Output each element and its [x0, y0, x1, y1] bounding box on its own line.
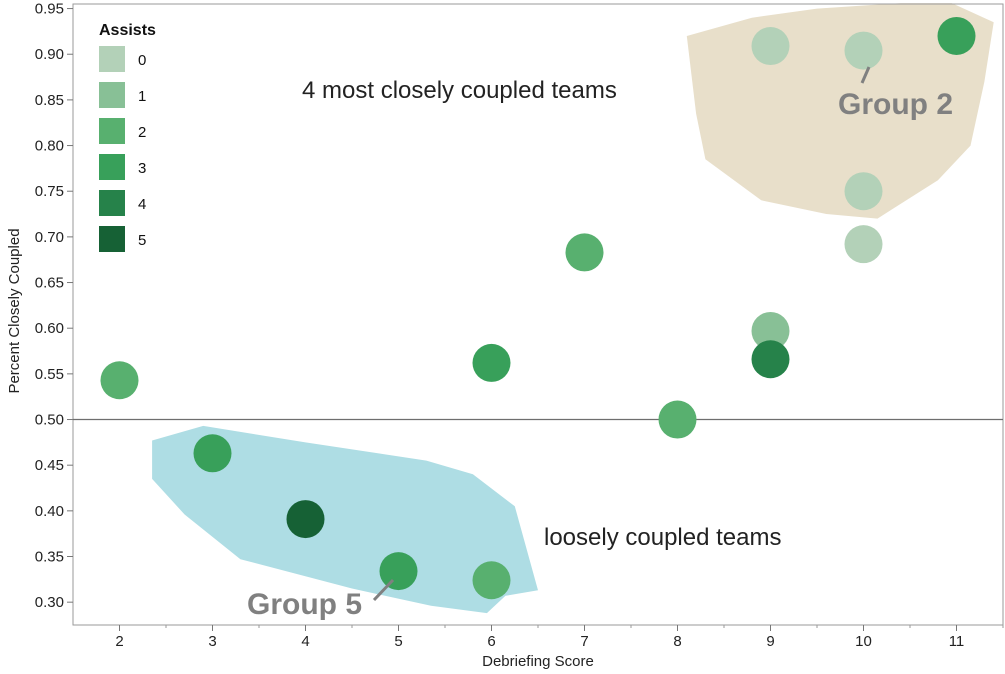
legend-swatch: [99, 154, 125, 180]
x-tick-label: 4: [301, 633, 309, 650]
y-tick-label: 0.70: [35, 229, 64, 246]
y-tick-label: 0.65: [35, 275, 64, 292]
annotation-loosely-coupled: loosely coupled teams: [544, 524, 781, 551]
x-tick-label: 6: [487, 633, 495, 650]
legend-label: 0: [138, 52, 146, 69]
x-tick-label: 8: [673, 633, 681, 650]
x-tick-label: 9: [766, 633, 774, 650]
y-tick-label: 0.40: [35, 503, 64, 520]
x-axis: 2 3 4 5 6 7 8 9 10 11: [115, 625, 1004, 650]
legend: Assists 0 1 2 3 4 5: [99, 22, 156, 252]
data-point: [472, 343, 511, 382]
legend-title: Assists: [99, 22, 156, 39]
y-tick-label: 0.95: [35, 1, 64, 18]
y-tick-label: 0.50: [35, 412, 64, 429]
data-points: [100, 16, 976, 600]
y-tick-label: 0.30: [35, 594, 64, 611]
legend-label: 3: [138, 160, 146, 177]
y-tick-label: 0.85: [35, 92, 64, 109]
legend-swatch: [99, 118, 125, 144]
region-group-5: [152, 425, 538, 614]
annotation-closely-coupled: 4 most closely coupled teams: [302, 77, 617, 104]
data-point: [751, 27, 790, 66]
y-tick-label: 0.60: [35, 320, 64, 337]
x-tick-label: 3: [208, 633, 216, 650]
legend-swatch: [99, 82, 125, 108]
x-tick-label: 7: [580, 633, 588, 650]
y-axis-title: Percent Closely Coupled: [6, 228, 23, 393]
x-axis-title: Debriefing Score: [482, 653, 594, 670]
legend-swatch: [99, 190, 125, 216]
x-tick-label: 10: [855, 633, 872, 650]
y-tick-label: 0.35: [35, 549, 64, 566]
y-tick-label: 0.80: [35, 138, 64, 155]
x-tick-label: 2: [115, 633, 123, 650]
group-5-label: Group 5: [247, 588, 362, 621]
data-point: [844, 225, 883, 264]
data-point: [286, 500, 325, 539]
data-point: [472, 561, 511, 600]
data-point: [751, 340, 790, 379]
data-point: [844, 31, 883, 70]
legend-entries: 0 1 2 3 4 5: [99, 46, 146, 252]
legend-label: 2: [138, 124, 146, 141]
y-tick-label: 0.90: [35, 46, 64, 63]
legend-label: 5: [138, 232, 146, 249]
y-tick-label: 0.75: [35, 183, 64, 200]
legend-swatch: [99, 46, 125, 72]
legend-label: 4: [138, 196, 146, 213]
y-tick-label: 0.45: [35, 457, 64, 474]
data-point: [844, 172, 883, 211]
data-point: [937, 16, 976, 55]
data-point: [193, 434, 232, 473]
legend-label: 1: [138, 88, 146, 105]
group-2-leader-line: [860, 66, 871, 84]
x-tick-label: 5: [394, 633, 402, 650]
legend-swatch: [99, 226, 125, 252]
data-point: [100, 361, 139, 400]
data-point: [379, 552, 418, 591]
data-point: [658, 400, 697, 439]
group-2-label: Group 2: [838, 88, 953, 121]
data-point: [565, 233, 604, 272]
y-tick-label: 0.55: [35, 366, 64, 383]
group-5-leader-line: [372, 578, 395, 602]
y-axis: 0.30 0.35 0.40 0.45 0.50 0.55 0.60 0.65 0.70 0.75…: [35, 1, 73, 611]
x-tick-label: 11: [949, 633, 965, 650]
data-point: [751, 311, 790, 350]
